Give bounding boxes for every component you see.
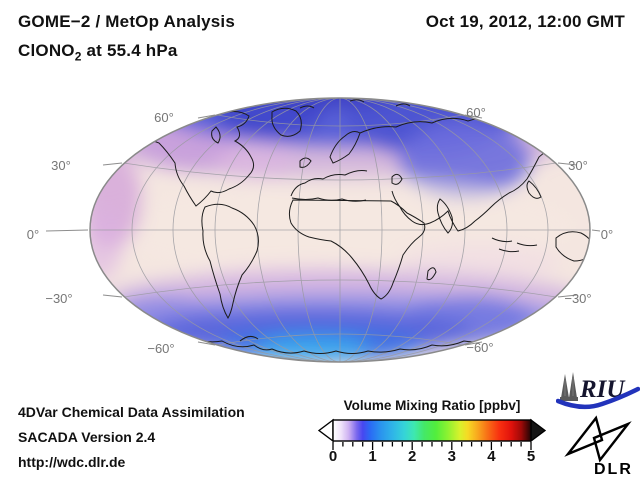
dlr-logo-text: DLR — [594, 461, 633, 478]
colorbar-title: Volume Mixing Ratio [ppbv] — [343, 398, 521, 413]
dlr-logo: DLR — [564, 415, 633, 478]
colorbar-right-arrow-icon — [530, 418, 546, 443]
cathedral-icon — [560, 372, 578, 401]
lat-label-right-m60: −60° — [466, 340, 493, 355]
lat-label-left-60: 60° — [154, 110, 174, 125]
footer-line-version: SACADA Version 2.4 — [18, 429, 156, 445]
latitude-labels: 60° 30° 0° −30° −60° 60° 30° 0° −30° −60… — [27, 105, 613, 356]
footer-line-assimilation: 4DVar Chemical Data Assimilation — [18, 404, 245, 420]
footer-line-url: http://wdc.dlr.de — [18, 454, 126, 470]
colorbar-tick-3: 3 — [447, 448, 456, 465]
colorbar-tick-labels: 0 1 2 3 4 5 — [318, 448, 546, 466]
lat-label-left-30: 30° — [51, 158, 71, 173]
colorbar-scale — [318, 418, 546, 450]
lat-label-left-m60: −60° — [147, 341, 174, 356]
colorbar-left-arrow-icon — [318, 418, 334, 443]
colorbar-tick-marks — [332, 442, 532, 450]
lat-label-left-0: 0° — [27, 227, 39, 242]
colorbar-tick-4: 4 — [487, 448, 496, 465]
footer-credits: 4DVar Chemical Data Assimilation SACADA … — [18, 400, 245, 475]
lat-label-right-0: 0° — [601, 227, 613, 242]
riu-logo: RIU — [556, 372, 640, 410]
dlr-emblem-icon — [564, 415, 632, 463]
timestamp: Oct 19, 2012, 12:00 GMT — [425, 12, 625, 31]
colorbar-tick-2: 2 — [408, 448, 417, 465]
riu-swoosh-icon — [556, 386, 640, 410]
colorbar-tick-5: 5 — [526, 448, 536, 465]
lat-label-right-m30: −30° — [564, 291, 591, 306]
species-formula: ClONO — [18, 41, 75, 60]
figure-subtitle: ClONO2 at 55.4 hPa — [18, 41, 178, 63]
map-ellipse-outline — [89, 97, 591, 363]
lat-label-right-30: 30° — [568, 158, 588, 173]
colorbar: Volume Mixing Ratio [ppbv] 0 1 2 3 4 5 — [318, 398, 546, 470]
lat-label-right-60: 60° — [466, 105, 486, 120]
figure-title: GOME−2 / MetOp Analysis — [18, 12, 236, 31]
species-formula-subscript: 2 — [74, 49, 82, 64]
colorbar-tick-1: 1 — [368, 448, 377, 465]
lat-label-left-m30: −30° — [45, 291, 72, 306]
pressure-level: at 55.4 hPa — [81, 41, 178, 60]
colorbar-tick-0: 0 — [328, 448, 338, 465]
latitude-ticks — [45, 114, 601, 346]
colorbar-gradient-bar — [332, 419, 532, 442]
